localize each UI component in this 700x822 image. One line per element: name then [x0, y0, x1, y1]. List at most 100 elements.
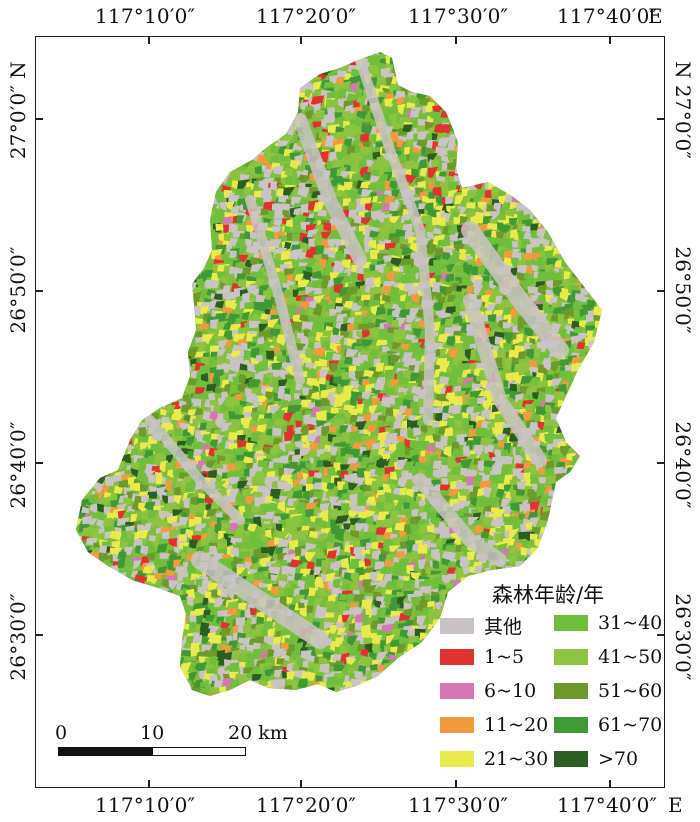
forest-patch — [488, 109, 499, 120]
forest-patch — [171, 278, 181, 288]
forest-patch — [603, 405, 614, 416]
forest-patch — [402, 124, 413, 133]
forest-patch — [277, 72, 287, 83]
forest-patch — [538, 189, 549, 199]
forest-patch — [82, 83, 96, 94]
forest-patch — [592, 108, 601, 115]
forest-patch — [91, 413, 100, 423]
forest-patch — [574, 110, 586, 122]
forest-patch — [583, 274, 592, 285]
forest-patch — [200, 52, 214, 55]
forest-patch — [557, 217, 569, 228]
forest-patch — [582, 457, 593, 466]
forest-patch — [161, 290, 172, 300]
forest-patch — [298, 65, 307, 74]
forest-patch — [510, 52, 521, 60]
forest-patch — [502, 321, 515, 329]
forest-patch — [552, 279, 566, 287]
forest-patch — [369, 326, 380, 340]
forest-patch — [312, 52, 324, 59]
forest-patch — [458, 52, 468, 59]
forest-patch — [84, 289, 94, 300]
forest-patch — [594, 244, 602, 253]
forest-patch — [257, 336, 265, 345]
forest-patch — [537, 175, 549, 183]
forest-patch — [565, 103, 578, 114]
forest-patch — [164, 100, 174, 110]
forest-patch — [544, 263, 554, 274]
forest-patch — [577, 138, 589, 150]
forest-patch — [304, 89, 312, 98]
forest-patch — [161, 244, 171, 254]
forest-patch — [339, 52, 352, 57]
forest-patch — [406, 82, 414, 91]
forest-patch — [573, 116, 585, 128]
forest-patch — [196, 278, 204, 289]
forest-patch — [67, 358, 75, 366]
forest-patch — [148, 160, 157, 169]
forest-patch — [208, 392, 216, 403]
forest-patch — [305, 248, 314, 259]
forest-patch — [541, 168, 551, 181]
forest-patch — [402, 223, 413, 232]
forest-patch — [196, 237, 205, 246]
forest-patch — [76, 478, 86, 486]
forest-patch — [270, 73, 283, 83]
forest-patch — [590, 473, 602, 485]
forest-patch — [595, 146, 602, 156]
forest-patch — [111, 205, 121, 215]
forest-patch — [587, 101, 594, 110]
forest-patch — [361, 363, 374, 375]
forest-patch — [360, 188, 374, 197]
forest-patch — [262, 187, 272, 198]
forest-patch — [232, 145, 242, 157]
forest-patch — [172, 237, 186, 248]
forest-patch — [122, 435, 133, 445]
forest-patch — [76, 209, 81, 220]
forest-patch — [188, 245, 200, 257]
forest-patch — [131, 104, 142, 115]
forest-patch — [454, 85, 464, 92]
forest-patch — [296, 265, 309, 276]
forest-patch — [183, 152, 195, 159]
forest-patch — [132, 338, 145, 347]
forest-patch — [213, 110, 224, 119]
forest-patch — [99, 310, 108, 318]
forest-patch — [540, 155, 549, 166]
forest-patch — [240, 80, 251, 90]
forest-patch — [163, 115, 174, 123]
forest-patch — [76, 260, 80, 271]
forest-patch — [328, 52, 339, 59]
forest-patch — [575, 52, 588, 60]
forest-patch — [228, 194, 240, 202]
forest-patch — [149, 292, 157, 301]
forest-patch — [111, 412, 121, 423]
forest-patch — [610, 72, 620, 81]
forest-patch — [284, 110, 292, 120]
forest-patch — [247, 71, 261, 83]
forest-patch — [216, 89, 226, 99]
forest-patch — [559, 61, 569, 72]
forest-patch — [459, 134, 472, 145]
forest-patch — [179, 355, 190, 364]
forest-patch — [473, 90, 480, 101]
forest-patch — [139, 61, 151, 70]
forest-patch — [433, 342, 445, 351]
forest-patch — [239, 254, 250, 263]
forest-patch — [146, 287, 158, 298]
forest-patch — [170, 413, 185, 421]
forest-patch — [526, 163, 536, 172]
forest-patch — [509, 145, 522, 153]
forest-patch — [603, 156, 615, 168]
forest-patch — [503, 250, 513, 260]
forest-patch — [214, 62, 223, 71]
forest-patch — [491, 143, 502, 152]
forest-patch — [369, 230, 380, 238]
forest-patch — [109, 357, 121, 368]
forest-patch — [179, 128, 190, 137]
forest-patch — [594, 388, 602, 396]
forest-patch — [119, 140, 128, 150]
forest-patch — [553, 62, 563, 75]
forest-patch — [546, 146, 557, 158]
forest-patch — [608, 56, 621, 66]
